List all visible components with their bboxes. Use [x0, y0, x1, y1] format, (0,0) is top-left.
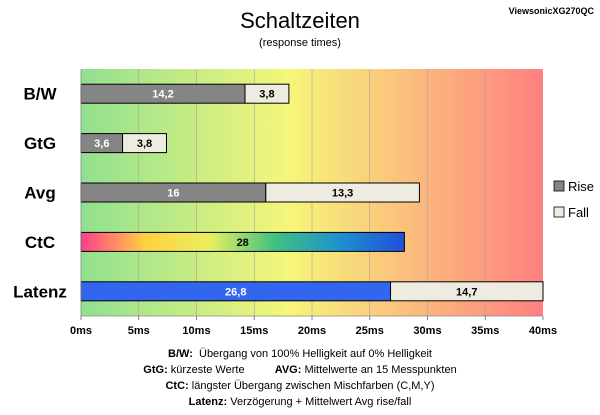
note-gtg-key: GtG [143, 364, 165, 376]
bar-label-rise: 3,6 [94, 138, 109, 150]
bar-fall [390, 281, 544, 302]
note-avg-key: AVG: [274, 364, 302, 376]
x-tick-label: 20ms [298, 325, 326, 337]
chart-notes: B/W: Übergang von 100% Helligkeit auf 0%… [0, 346, 600, 410]
note-bw: B/W: Übergang von 100% Helligkeit auf 0%… [168, 348, 432, 360]
note-latenz: Latenz: Verzögerung + Mittelwert Avg ris… [188, 396, 412, 408]
legend-label-fall: Fall [568, 205, 589, 220]
category-label: Avg [24, 184, 56, 203]
bar-label-fall: 14,7 [456, 286, 477, 298]
bar-label-fall: 13,3 [332, 188, 353, 200]
chart-subtitle: (response times) [259, 37, 341, 49]
legend-label-rise: Rise [568, 179, 594, 194]
legend-swatch-fall [553, 206, 565, 218]
bars: 14,2 3,8 3,6 3,8 16 13,3 28 26,8 14,7 [80, 83, 544, 302]
chart-title: Schaltzeiten [240, 8, 360, 33]
bar-label-fall: 3,8 [137, 138, 152, 150]
note-gtg-avg: GtG: kürzeste Werte AVG: Mittelwerte an … [143, 364, 457, 376]
x-tick-label: 5ms [128, 325, 150, 337]
note-bw-text: Übergang von 100% Helligkeit auf 0% Hell… [199, 348, 432, 360]
note-gtg-text: kürzeste Werte [170, 364, 245, 376]
legend: Rise Fall [553, 179, 594, 220]
x-tick-label: 10ms [182, 325, 210, 337]
note-ctc-text: längster Übergang zwischen Mischfarben (… [191, 380, 435, 392]
category-label: B/W [23, 85, 57, 104]
x-tick-label: 15ms [240, 325, 268, 337]
monitor-model: ViewsonicXG270QC [509, 6, 595, 16]
bar-label-rise: 16 [167, 188, 179, 200]
category-labels: B/W GtG Avg CtC Latenz [13, 85, 67, 302]
note-ctc: CtC: längster Übergang zwischen Mischfar… [165, 380, 435, 392]
bar-label-rise: 14,2 [152, 89, 173, 101]
note-latenz-key: Latenz [188, 396, 224, 408]
bar-fall [122, 133, 167, 154]
category-label: GtG [24, 134, 56, 153]
bar-label-rise: 26,8 [225, 286, 246, 298]
x-tick-label: 25ms [356, 325, 384, 337]
bar-fall [265, 182, 420, 203]
note-ctc-key: CtC [165, 380, 186, 392]
bar-label-ctc: 28 [237, 237, 249, 249]
note-bw-key: B/W [168, 348, 190, 360]
legend-swatch-rise [553, 180, 565, 192]
x-tick-label: 35ms [471, 325, 499, 337]
x-tick-label: 30ms [413, 325, 441, 337]
category-label: Latenz [13, 282, 67, 301]
category-label: CtC [25, 233, 55, 252]
x-tick-label: 40ms [529, 325, 557, 337]
bar-fall [244, 83, 290, 104]
x-axis-ticks: 0ms 5ms 10ms 15ms 20ms 25ms 30ms 35ms 40ms [70, 69, 557, 337]
bar-label-fall: 3,8 [259, 89, 274, 101]
note-latenz-text: Verzögerung + Mittelwert Avg rise/fall [230, 396, 412, 408]
note-avg-text: Mittelwerte an 15 Messpunkten [304, 364, 457, 376]
x-tick-label: 0ms [70, 325, 92, 337]
